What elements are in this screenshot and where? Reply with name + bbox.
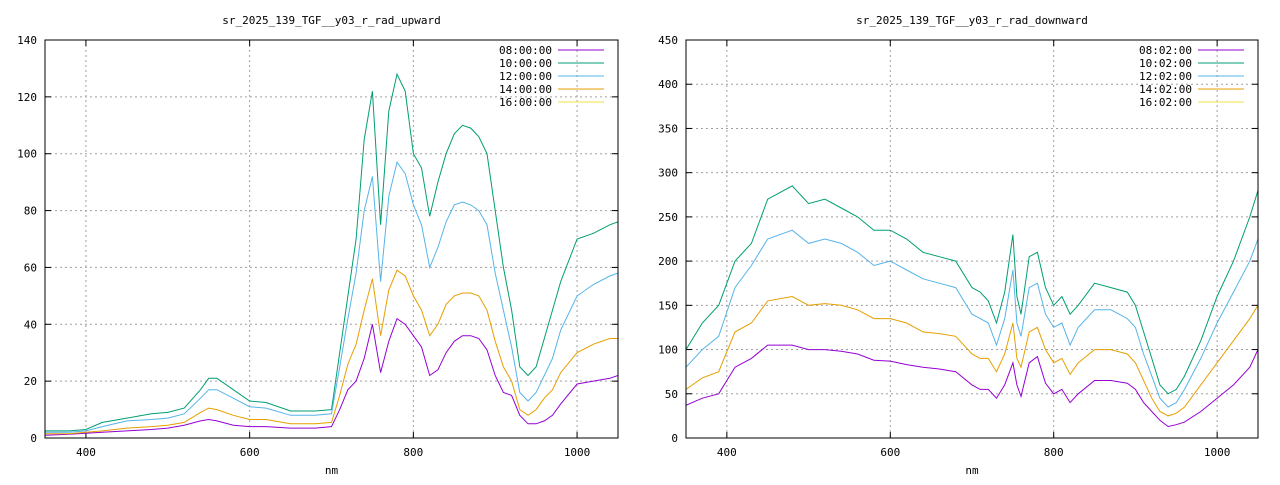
chart-1: sr_2025_139_TGF__y03_r_rad_upward 0 20 40 60…: [17, 14, 619, 477]
series-line-12:00:00: [45, 161, 618, 433]
series-group: [686, 185, 1258, 438]
y-tick-label: 20: [24, 375, 37, 388]
y-tick-label: 350: [658, 122, 678, 135]
x-tick-label: 800: [403, 446, 423, 459]
y-tick-label: 150: [658, 299, 678, 312]
series-line-10:02:00: [686, 185, 1258, 395]
x-tick-label: 400: [717, 446, 737, 459]
x-tick-label: 1000: [564, 446, 591, 459]
legend-label: 08:00:00: [499, 44, 552, 57]
legend-label: 16:00:00: [499, 96, 552, 109]
chart-title: sr_2025_139_TGF__y03_r_rad_upward: [222, 14, 441, 27]
y-tick-label: 250: [658, 211, 678, 224]
y-tick-label: 60: [24, 261, 37, 274]
legend-label: 08:02:00: [1139, 44, 1192, 57]
x-tick-label: 800: [1044, 446, 1064, 459]
y-tick-label: 400: [658, 78, 678, 91]
legend-label: 12:00:00: [499, 70, 552, 83]
y-tick-label: 100: [658, 344, 678, 357]
plot-frame: [44, 39, 619, 439]
y-tick-label: 100: [17, 148, 37, 161]
series-line-14:00:00: [45, 269, 618, 435]
series-line-08:00:00: [45, 317, 618, 436]
y-tick-label: 120: [17, 91, 37, 104]
x-axis-label: nm: [965, 464, 979, 477]
series-line-08:02:00: [686, 344, 1258, 428]
x-tick-label: 1000: [1204, 446, 1231, 459]
y-tick-label: 0: [671, 432, 678, 445]
x-tick-label: 600: [240, 446, 260, 459]
chart-title: sr_2025_139_TGF__y03_r_rad_downward: [856, 14, 1088, 27]
plot-frame: [685, 39, 1259, 439]
x-tick-label: 400: [76, 446, 96, 459]
x-tick-label: 600: [880, 446, 900, 459]
y-tick-label: 140: [17, 34, 37, 47]
chart-2: sr_2025_139_TGF__y03_r_rad_downward 0 50 10…: [658, 14, 1259, 477]
y-tick-label: 40: [24, 318, 37, 331]
legend-label: 16:02:00: [1139, 96, 1192, 109]
y-tick-label: 50: [665, 388, 678, 401]
y-tick-label: 80: [24, 205, 37, 218]
series-line-10:00:00: [45, 72, 618, 432]
series-line-14:02:00: [686, 295, 1258, 417]
y-tick-label: 200: [658, 255, 678, 268]
y-tick-label: 450: [658, 34, 678, 47]
legend-label: 14:00:00: [499, 83, 552, 96]
legend-label: 10:02:00: [1139, 57, 1192, 70]
series-group: [45, 72, 618, 438]
legend-label: 12:02:00: [1139, 70, 1192, 83]
legend-label: 14:02:00: [1139, 83, 1192, 96]
y-tick-label: 300: [658, 167, 678, 180]
series-line-12:02:00: [686, 229, 1258, 408]
y-tick-label: 0: [30, 432, 37, 445]
legend-label: 10:00:00: [499, 57, 552, 70]
x-axis-label: nm: [325, 464, 339, 477]
